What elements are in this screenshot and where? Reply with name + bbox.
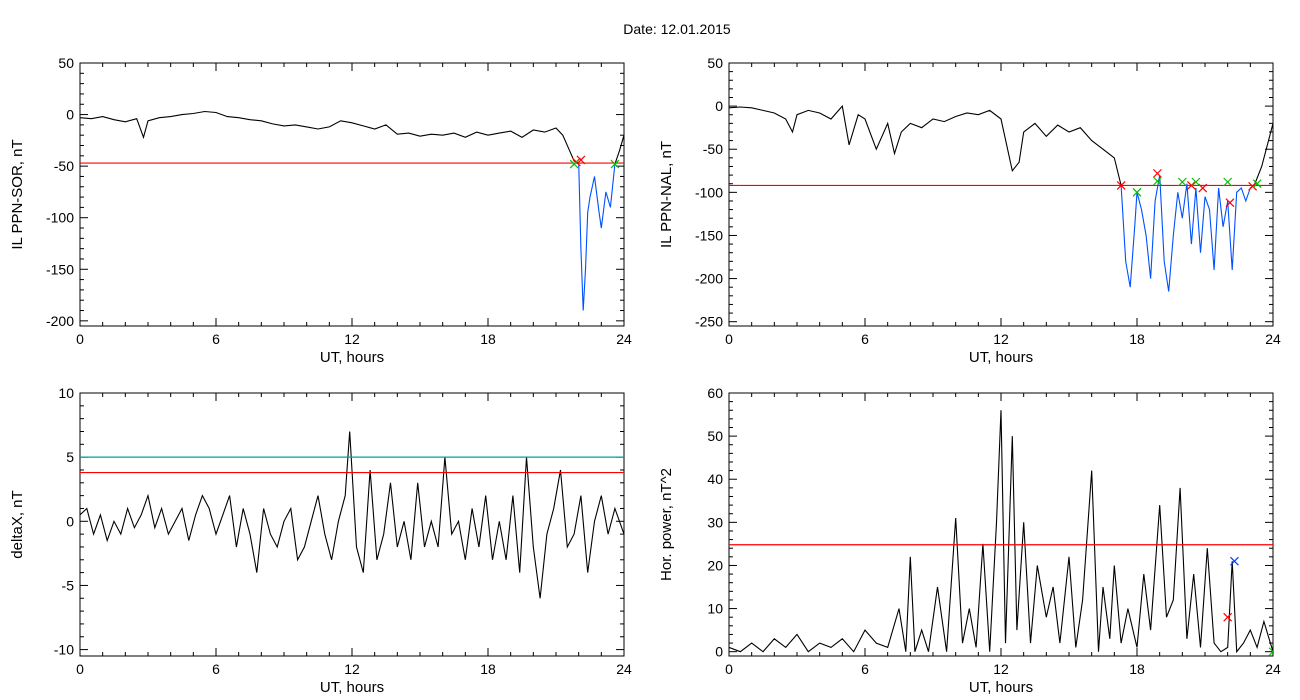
y-tick-label: 10 — [707, 601, 723, 617]
y-tick-label: 0 — [66, 107, 74, 123]
panel-sor: 0 6 12 18 24 -200 -150 -100 -50 0 50 UT, hours IL PP… — [9, 55, 632, 366]
series-line — [1254, 123, 1273, 184]
x-tick-label: 0 — [76, 331, 84, 347]
plot-frame — [728, 62, 1274, 327]
x-tick-label: 24 — [616, 331, 632, 347]
x-axis-label: UT, hours — [969, 679, 1033, 696]
event-marker — [1152, 168, 1162, 178]
x-tick-label: 6 — [212, 661, 220, 677]
event-marker — [1225, 198, 1235, 208]
y-tick-label: -50 — [703, 141, 723, 157]
event-marker — [1223, 612, 1233, 622]
plot-frame — [79, 62, 625, 327]
y-tick-label: -50 — [54, 158, 74, 174]
x-tick-label: 6 — [861, 331, 869, 347]
x-tick-label: 12 — [344, 331, 360, 347]
x-tick-label: 6 — [212, 331, 220, 347]
y-tick-label: 40 — [707, 471, 723, 487]
panel-deltax: 0 6 12 18 24 -10 -5 0 5 10 UT, hours deltaX, nT — [9, 385, 632, 696]
event-marker — [1191, 177, 1201, 187]
x-axis-label: UT, hours — [320, 349, 384, 366]
x-tick-label: 18 — [1129, 331, 1145, 347]
y-tick-label: 10 — [58, 385, 74, 401]
series-line — [729, 410, 1273, 654]
y-axis-label: deltaX, nT — [9, 490, 26, 558]
series-line — [729, 104, 1122, 186]
plot-area — [729, 410, 1273, 656]
y-tick-label: -100 — [695, 184, 723, 200]
event-marker — [1116, 181, 1126, 190]
y-tick-label: 0 — [715, 644, 723, 660]
y-axis-label: IL PPN-NAL, nT — [658, 141, 675, 248]
y-tick-label: -150 — [46, 261, 74, 277]
y-tick-label: -150 — [695, 227, 723, 243]
y-tick-label: -100 — [46, 210, 74, 226]
y-tick-label: -5 — [62, 577, 75, 593]
x-axis-label: UT, hours — [320, 679, 384, 696]
series-line — [80, 431, 624, 599]
plot-area — [80, 110, 624, 311]
x-tick-label: 0 — [725, 331, 733, 347]
x-tick-label: 18 — [480, 661, 496, 677]
x-tick-label: 18 — [480, 331, 496, 347]
x-tick-label: 18 — [1129, 661, 1145, 677]
x-tick-label: 24 — [1265, 331, 1281, 347]
x-tick-label: 6 — [861, 661, 869, 677]
event-marker — [1177, 177, 1187, 187]
y-tick-label: 0 — [66, 513, 74, 529]
event-marker — [1152, 176, 1162, 186]
y-tick-label: 50 — [58, 55, 74, 71]
series-line — [80, 110, 579, 164]
event-marker — [1248, 181, 1258, 191]
series-line — [1120, 175, 1256, 292]
event-marker — [610, 159, 620, 169]
panel-nal: 0 6 12 18 24 -250 -200 -150 -100 -50 0 50 UT, hours I… — [658, 55, 1281, 366]
x-tick-label: 24 — [1265, 661, 1281, 677]
plot-frame — [79, 392, 625, 657]
event-marker — [1230, 556, 1239, 566]
x-tick-label: 0 — [76, 661, 84, 677]
y-tick-label: 20 — [707, 557, 723, 573]
y-tick-label: 50 — [707, 428, 723, 444]
y-tick-label: -10 — [54, 642, 74, 658]
y-tick-label: 60 — [707, 385, 723, 401]
event-marker — [1186, 181, 1196, 190]
y-tick-label: -250 — [695, 314, 723, 330]
y-tick-label: -200 — [695, 271, 723, 287]
y-tick-label: 50 — [707, 55, 723, 71]
event-marker — [576, 155, 586, 165]
panel-power: 0 6 12 18 24 0 10 20 30 40 50 60 UT, hours Hor. power… — [658, 385, 1281, 696]
event-marker — [1268, 647, 1273, 656]
plot-area — [80, 431, 624, 599]
x-tick-label: 12 — [344, 661, 360, 677]
series-line — [578, 162, 616, 311]
event-marker — [569, 159, 579, 169]
x-tick-label: 12 — [993, 661, 1009, 677]
x-tick-label: 0 — [725, 661, 733, 677]
x-tick-label: 24 — [616, 661, 632, 677]
event-marker — [1252, 179, 1262, 189]
event-marker — [1223, 177, 1233, 187]
plot-area — [729, 104, 1273, 292]
y-axis-label: IL PPN-SOR, nT — [9, 139, 26, 249]
x-axis-label: UT, hours — [969, 349, 1033, 366]
y-tick-label: 30 — [707, 514, 723, 530]
series-line — [614, 135, 624, 165]
y-tick-label: -200 — [46, 313, 74, 329]
x-tick-label: 12 — [993, 331, 1009, 347]
y-axis-label: Hor. power, nT^2 — [658, 468, 675, 581]
event-marker — [1132, 187, 1142, 197]
y-tick-label: 0 — [715, 98, 723, 114]
y-tick-label: 5 — [66, 449, 74, 465]
figure-title: Date: 12.01.2015 — [623, 21, 731, 37]
